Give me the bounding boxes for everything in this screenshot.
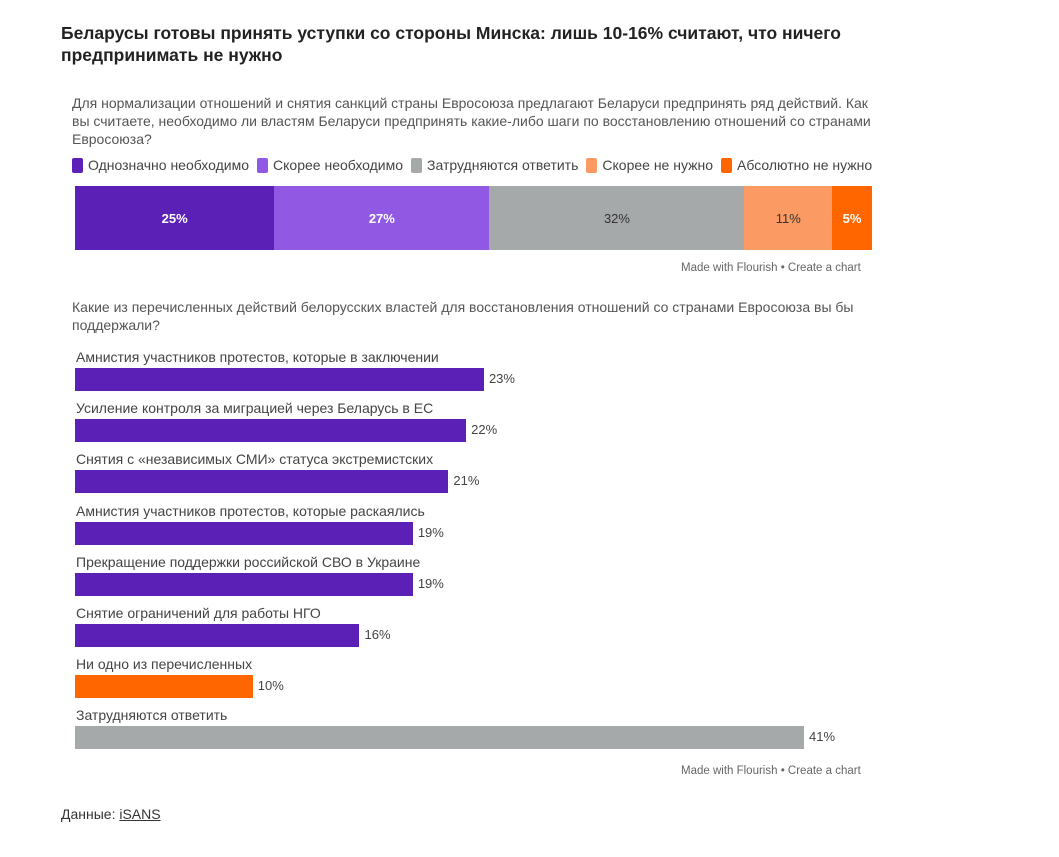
legend-item[interactable]: Скорее необходимо [257, 157, 403, 173]
legend-item[interactable]: Затрудняются ответить [411, 157, 578, 173]
bar-label: Снятие ограничений для работы НГО [76, 604, 321, 621]
bar-row: Усиление контроля за миграцией через Бел… [75, 400, 875, 451]
legend-item[interactable]: Скорее не нужно [586, 157, 713, 173]
segment-value-label: 5% [842, 210, 862, 226]
bar-label: Ни одно из перечисленных [76, 656, 253, 673]
legend-label: Скорее необходимо [273, 157, 404, 173]
bar-row: Снятия с «независимых СМИ» статуса экстр… [75, 451, 875, 502]
bar[interactable] [75, 368, 484, 391]
page-title: Беларусы готовы принять уступки со сторо… [61, 23, 841, 65]
legend-item[interactable]: Однозначно необходимо [72, 157, 249, 173]
flourish-credit[interactable]: Made with Flourish • Create a chart [681, 765, 861, 777]
bar-value-label: 10% [257, 678, 284, 694]
bar-value-label: 19% [417, 575, 444, 591]
chart2-question: Какие из перечисленных действий белорусс… [72, 299, 854, 333]
bar[interactable] [75, 675, 253, 699]
bar[interactable] [75, 419, 467, 443]
bar-label: Амнистия участников протестов, которые р… [76, 502, 425, 519]
bar-row: Ни одно из перечисленных 10% [75, 656, 875, 707]
stacked-segment[interactable]: 5% [832, 186, 872, 250]
legend-swatch [411, 157, 423, 173]
bar-value-label: 22% [471, 422, 498, 438]
legend-swatch [72, 157, 83, 173]
source-label: Данные: [61, 806, 116, 822]
bar-value-label: 21% [453, 473, 480, 489]
bar-row: Затрудняются ответить 41% [75, 707, 875, 758]
legend-swatch [721, 157, 732, 173]
bar[interactable] [75, 623, 360, 647]
stacked-segment[interactable]: 27% [274, 186, 490, 250]
bar-label: Усиление контроля за миграцией через Бел… [76, 400, 434, 417]
bar-value-label: 19% [417, 524, 444, 540]
chart1-legend: Однозначно необходимо Скорее необходимо За… [72, 157, 880, 173]
bar-label: Снятия с «независимых СМИ» статуса экстр… [76, 451, 434, 468]
bar-row: Прекращение поддержки российской СВО в У… [75, 554, 875, 605]
segment-value-label: 25% [161, 210, 188, 226]
bar[interactable] [75, 572, 413, 596]
legend-swatch [586, 157, 598, 173]
bar-row: Амнистия участников протестов, которые в… [75, 349, 875, 400]
bar[interactable] [75, 521, 413, 545]
stacked-segment[interactable]: 25% [75, 186, 275, 250]
bar-value-label: 41% [809, 729, 836, 745]
bar[interactable] [75, 470, 449, 494]
bar-value-label: 16% [364, 626, 391, 642]
legend-label: Абсолютно не нужно [737, 157, 873, 173]
legend-label: Однозначно необходимо [88, 157, 250, 173]
chart2-bars: Амнистия участников протестов, которые в… [75, 349, 875, 759]
stacked-segment[interactable]: 32% [489, 186, 745, 250]
legend-item[interactable]: Абсолютно не нужно [721, 157, 872, 173]
segment-value-label: 27% [368, 210, 395, 226]
flourish-credit[interactable]: Made with Flourish • Create a chart [681, 262, 861, 274]
bar-label: Затрудняются ответить [76, 707, 228, 724]
chart1-stacked-bar: 25% 27% 32% 11% 5% [75, 186, 872, 250]
legend-swatch [257, 157, 269, 173]
bar-row: Амнистия участников протестов, которые р… [75, 503, 875, 554]
bar-label: Амнистия участников протестов, которые в… [76, 349, 439, 365]
bar-label: Прекращение поддержки российской СВО в У… [76, 553, 421, 570]
stacked-segment[interactable]: 11% [744, 186, 833, 250]
bar-row: Снятие ограничений для работы НГО 16% [75, 605, 875, 656]
legend-label: Затрудняются ответить [427, 157, 579, 173]
chart1-question: Для нормализации отношений и снятия санк… [72, 95, 871, 147]
segment-value-label: 32% [603, 210, 630, 226]
bar[interactable] [75, 726, 804, 750]
segment-value-label: 11% [775, 210, 801, 226]
source-line: Данные: iSANS [61, 806, 161, 822]
bar-value-label: 23% [488, 371, 515, 386]
legend-label: Скорее не нужно [602, 157, 713, 173]
source-link[interactable]: iSANS [119, 806, 161, 822]
